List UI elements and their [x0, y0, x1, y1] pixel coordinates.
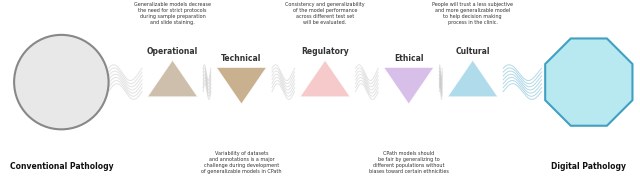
Text: Consistency and generalizability
of the model performance
across different test : Consistency and generalizability of the … [285, 2, 365, 25]
Text: People will trust a less subjective
and more generalizable model
to help decisio: People will trust a less subjective and … [432, 2, 513, 25]
Polygon shape [383, 67, 435, 105]
Text: Operational: Operational [147, 47, 198, 56]
Polygon shape [147, 60, 198, 97]
Polygon shape [300, 60, 351, 97]
Polygon shape [216, 67, 267, 105]
Text: Variability of datasets
and annotations is a major
challenge during development
: Variability of datasets and annotations … [201, 151, 282, 174]
Text: CPath models should
be fair by generalizing to
different populations without
bia: CPath models should be fair by generaliz… [369, 151, 449, 174]
Polygon shape [447, 60, 499, 97]
Text: Cultural: Cultural [456, 47, 490, 56]
Text: Regulatory: Regulatory [301, 47, 349, 56]
Text: Ethical: Ethical [394, 54, 424, 63]
Text: Conventional Pathology: Conventional Pathology [10, 162, 113, 171]
Text: Generalizable models decrease
the need for strict protocols
during sample prepar: Generalizable models decrease the need f… [134, 2, 211, 25]
Text: Technical: Technical [221, 54, 262, 63]
Text: Digital Pathology: Digital Pathology [551, 162, 627, 171]
Circle shape [14, 35, 109, 129]
